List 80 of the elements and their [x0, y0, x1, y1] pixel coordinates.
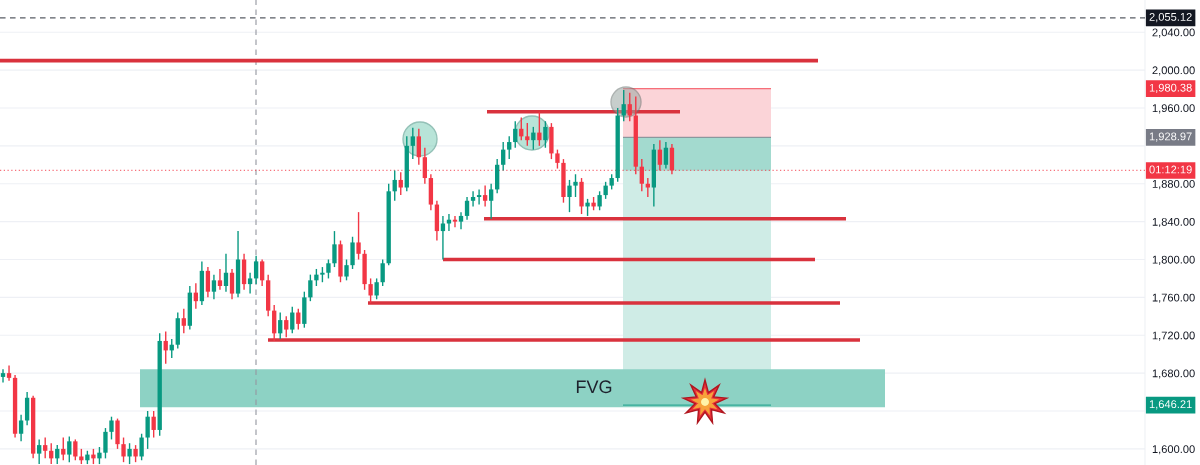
candlestick — [392, 169, 397, 202]
candlestick — [356, 211, 361, 261]
candlestick — [380, 258, 385, 287]
candlestick — [6, 364, 12, 382]
candlestick — [645, 177, 650, 198]
candlestick — [0, 368, 6, 384]
candlestick — [410, 127, 415, 160]
candlestick — [663, 141, 669, 170]
y-tick-label: 2,040.00 — [1152, 28, 1195, 38]
candlestick — [452, 215, 458, 228]
candlestick — [43, 436, 48, 460]
candlestick — [61, 436, 66, 461]
candlestick — [627, 92, 632, 122]
candlestick — [543, 120, 548, 149]
candlestick — [145, 410, 150, 450]
y-tick-label: 1,720.00 — [1152, 331, 1195, 341]
candlestick — [621, 89, 626, 122]
candlestick — [181, 308, 186, 335]
candlestick — [482, 184, 488, 208]
band-label: FVG — [576, 380, 612, 394]
candlestick — [37, 438, 42, 465]
candlestick — [573, 173, 578, 198]
candlestick — [464, 196, 470, 221]
y-tick-label: 1,760.00 — [1152, 293, 1195, 303]
y-tick-label: 1,600.00 — [1152, 445, 1195, 455]
candlestick — [229, 268, 235, 300]
candlestick — [151, 410, 156, 439]
candlestick — [374, 277, 379, 300]
candlestick — [211, 273, 217, 300]
y-tick-label: 1,800.00 — [1152, 255, 1195, 265]
candlestick — [278, 311, 283, 340]
candlestick — [555, 148, 560, 170]
candlestick — [350, 236, 355, 270]
candlestick — [446, 213, 452, 232]
candlestick — [470, 190, 476, 208]
candlestick — [103, 427, 108, 460]
candlestick — [253, 255, 259, 285]
candlestick — [259, 258, 265, 287]
candlestick — [326, 258, 331, 280]
candlestick — [525, 122, 530, 147]
candlestick — [121, 436, 126, 463]
candlestick — [205, 266, 211, 299]
candlestick — [296, 308, 301, 331]
candlestick — [458, 211, 464, 230]
candlestick — [416, 128, 421, 166]
ref-line-label: 2,055.12 — [1149, 12, 1192, 23]
text: 1,646.21 — [1149, 400, 1192, 410]
candlestick — [332, 230, 337, 268]
candlestick — [501, 141, 506, 172]
y-tick-label: 2,000.00 — [1152, 66, 1195, 76]
text: 1,980.38 — [1149, 83, 1192, 93]
text: 01:12:19 — [1149, 165, 1192, 174]
candlestick — [597, 190, 602, 211]
candlestick — [18, 414, 24, 443]
candlestick — [476, 188, 482, 206]
y-tick-label: 1,880.00 — [1152, 179, 1195, 190]
candlestick — [308, 273, 313, 302]
candlestick — [284, 315, 289, 338]
candlestick — [344, 258, 349, 282]
candlestick — [115, 417, 120, 450]
candlestick — [127, 442, 132, 465]
candlestick — [139, 433, 144, 461]
candlestick — [67, 435, 72, 463]
candlestick — [537, 111, 542, 147]
candlestick — [368, 277, 373, 304]
candlestick — [398, 171, 403, 196]
y-tick-label: 1,680.00 — [1152, 369, 1195, 379]
candlestick — [217, 268, 223, 291]
candlestick — [290, 306, 295, 335]
candlestick — [513, 120, 518, 149]
candlestick — [223, 253, 229, 293]
candlestick — [109, 416, 114, 441]
candlestick — [507, 135, 512, 160]
candlestick — [488, 183, 494, 220]
y-tick-label: 1,840.00 — [1152, 217, 1195, 228]
candlestick — [73, 438, 78, 461]
candlestick — [247, 272, 253, 295]
text: 1,928.97 — [1149, 132, 1192, 142]
y-tick-label: 1,960.00 — [1152, 104, 1195, 114]
candlestick — [567, 179, 572, 213]
